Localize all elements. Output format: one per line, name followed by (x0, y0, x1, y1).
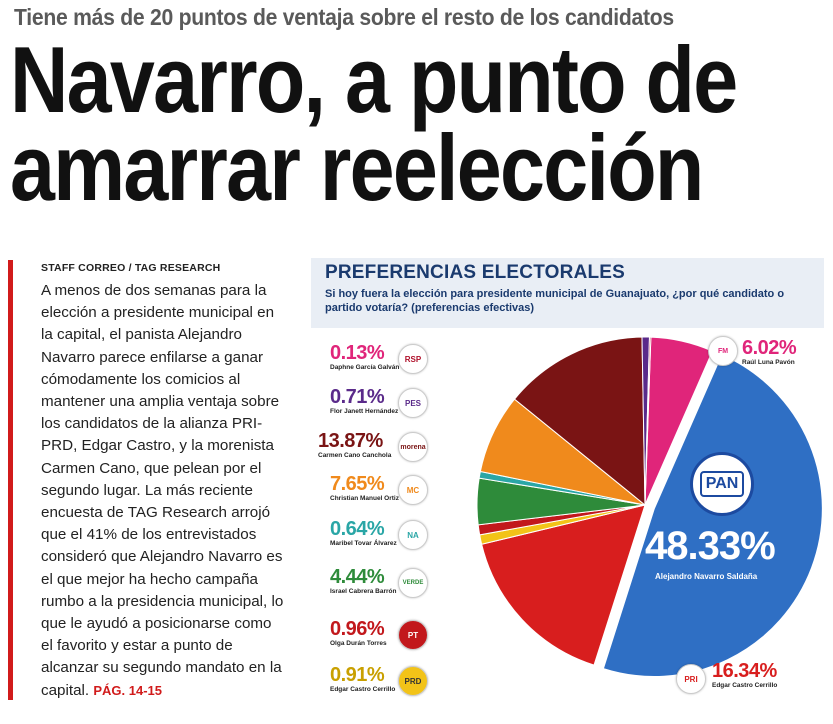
kicker: Tiene más de 20 puntos de ventaja sobre … (14, 4, 674, 30)
pct-label: 0.91% (330, 664, 385, 686)
chart-title: PREFERENCIAS ELECTORALES (325, 262, 626, 283)
candidate-name: Olga Durán Torres (330, 640, 387, 647)
movimiento-ciudadano-logo: MC (398, 475, 428, 505)
pct-label: 13.87% (318, 430, 383, 452)
rsp-logo: RSP (398, 344, 428, 374)
pct-label: 0.71% (330, 386, 385, 408)
morena-logo: morena (398, 432, 428, 462)
candidate-name: Daphne García Galván (330, 364, 400, 371)
candidate-na: 0.64% Maribel Tovar Álvarez (330, 518, 397, 547)
pt-logo: PT (398, 620, 428, 650)
candidate-rsp: 0.13% Daphne García Galván (330, 342, 399, 371)
headline: Navarro, a punto de amarrar reelección (10, 27, 738, 220)
article-text: A menos de dos semanas para la elección … (41, 282, 284, 699)
candidate-name: Raúl Luna Pavón (742, 359, 795, 366)
candidate-pt: 0.96% Olga Durán Torres (330, 618, 387, 647)
candidate-name: Edgar Castro Cerrillo (330, 686, 396, 693)
nueva-alianza-logo: NA (398, 520, 428, 550)
candidate-pes: 0.71% Flor Janett Hernández (330, 386, 398, 415)
chart-header: PREFERENCIAS ELECTORALES Si hoy fuera la… (311, 258, 824, 328)
candidate-name: Edgar Castro Cerrillo (712, 682, 778, 689)
pct-label: 6.02% (742, 337, 797, 359)
pri-logo: PRI (676, 664, 706, 694)
candidate-fm: 6.02% Raúl Luna Pavón (742, 337, 797, 366)
candidate-name: Maribel Tovar Álvarez (330, 540, 397, 547)
pie-slice-morena (513, 336, 646, 507)
pie-slice-pan (602, 354, 823, 678)
verde-logo: VERDE (398, 568, 428, 598)
accent-rule (8, 260, 13, 700)
candidate-name: Israel Cabrera Barrón (330, 588, 397, 595)
pct-label: 4.44% (330, 566, 385, 588)
candidate-pri: 16.34% Edgar Castro Cerrillo (712, 660, 777, 689)
pct-label: 0.96% (330, 618, 385, 640)
headline-line-1: Navarro, a punto de (10, 27, 738, 132)
candidate-verde: 4.44% Israel Cabrera Barrón (330, 566, 396, 595)
byline: STAFF CORREO / TAG RESEARCH (41, 262, 220, 274)
pct-label: 7.65% (330, 473, 385, 495)
pan-pct-label: 48.33% (645, 524, 776, 568)
fuerza-mexico-logo: FM (708, 336, 738, 366)
byline-source: TAG RESEARCH (134, 262, 221, 274)
pan-candidate-name: Alejandro Navarro Saldaña (655, 572, 758, 581)
pie-slice-pri (481, 504, 646, 666)
byline-staff: STAFF CORREO (41, 262, 126, 274)
byline-separator: / (125, 262, 135, 274)
candidate-mc: 7.65% Christian Manuel Ortiz (330, 473, 399, 502)
pes-logo: PES (398, 388, 428, 418)
pie-slice-rsp (644, 336, 652, 506)
candidate-name: Flor Janett Hernández (330, 408, 399, 415)
candidate-name: Christian Manuel Ortiz (330, 495, 399, 502)
pct-label: 0.13% (330, 342, 385, 364)
pan-logo: PAN (690, 452, 754, 516)
candidate-name: Carmen Cano Canchola (318, 452, 392, 459)
prd-logo: PRD (398, 666, 428, 696)
chart-subtitle: Si hoy fuera la elección para presidente… (325, 288, 785, 314)
page-reference: PÁG. 14-15 (93, 682, 163, 698)
candidate-morena: 13.87% Carmen Cano Canchola (318, 430, 391, 459)
pct-label: 16.34% (712, 660, 777, 682)
candidate-prd: 0.91% Edgar Castro Cerrillo (330, 664, 395, 693)
article-body: A menos de dos semanas para la elección … (41, 280, 286, 702)
pct-label: 0.64% (330, 518, 385, 540)
headline-line-2: amarrar reelección (10, 115, 704, 220)
